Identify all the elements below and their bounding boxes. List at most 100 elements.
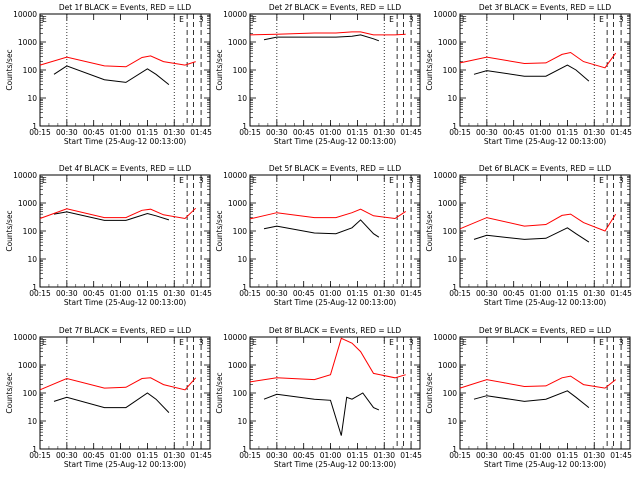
x-tick-label: 01:15 — [137, 128, 159, 137]
series-line-lld — [249, 208, 406, 220]
x-tick-label: 01:30 — [373, 451, 395, 460]
corner-label-right: E — [389, 176, 394, 185]
x-axis-label: Start Time (25-Aug-12 00:13:00) — [274, 137, 396, 146]
x-tick-label: 00:15 — [449, 289, 471, 298]
x-tick-label: 00:45 — [83, 451, 105, 460]
corner-label-left: E — [42, 338, 47, 347]
x-tick-label: 00:45 — [503, 128, 525, 137]
marker-label: 3 — [619, 15, 624, 24]
detector-panel-3: Det 3f BLACK = Events, RED = LLD Counts/s… — [425, 3, 632, 146]
x-tick-label: 00:30 — [476, 128, 498, 137]
series-line-events — [263, 219, 380, 238]
x-tick-label: 01:30 — [583, 289, 605, 298]
series-line-events — [473, 390, 590, 408]
x-tick-label: 01:15 — [557, 451, 579, 460]
y-tick-label: 10 — [237, 417, 247, 426]
y-tick-label: 10000 — [223, 333, 247, 342]
detector-panel-8: Det 8f BLACK = Events, RED = LLD Counts/s… — [215, 326, 422, 469]
y-tick-label: 100 — [23, 66, 38, 75]
x-tick-label: 00:30 — [266, 289, 288, 298]
y-tick-label: 1000 — [18, 199, 37, 208]
y-axis-label: Counts/sec — [215, 210, 224, 251]
x-tick-label: 00:30 — [56, 289, 78, 298]
y-axis-label: Counts/sec — [5, 372, 14, 413]
plot-frame — [249, 336, 421, 450]
x-tick-label: 01:30 — [373, 289, 395, 298]
corner-label-right: E — [179, 176, 184, 185]
y-tick-label: 10 — [447, 417, 457, 426]
panel-title: Det 6f BLACK = Events, RED = LLD — [479, 164, 612, 173]
corner-label-right: E — [599, 176, 604, 185]
y-tick-label: 1000 — [438, 38, 457, 47]
x-tick-label: 01:00 — [320, 289, 342, 298]
x-tick-label: 00:30 — [476, 451, 498, 460]
y-tick-label: 100 — [233, 389, 248, 398]
panel-title: Det 7f BLACK = Events, RED = LLD — [59, 326, 192, 335]
marker-label: 3 — [199, 176, 204, 185]
x-tick-label: 01:15 — [347, 128, 369, 137]
corner-label-right: E — [389, 338, 394, 347]
x-tick-label: 01:45 — [400, 451, 422, 460]
panel-title: Det 9f BLACK = Events, RED = LLD — [479, 326, 612, 335]
x-tick-label: 01:00 — [320, 128, 342, 137]
y-tick-label: 10 — [27, 417, 37, 426]
y-tick-label: 100 — [23, 227, 38, 236]
x-tick-label: 01:45 — [190, 289, 212, 298]
x-axis-label: Start Time (25-Aug-12 00:13:00) — [64, 460, 186, 469]
y-tick-label: 10000 — [223, 10, 247, 19]
y-tick-label: 10000 — [13, 10, 37, 19]
series-line-lld — [459, 375, 617, 389]
y-tick-label: 100 — [23, 389, 38, 398]
y-tick-label: 1 — [452, 283, 457, 292]
x-axis-label: Start Time (25-Aug-12 00:13:00) — [64, 137, 186, 146]
corner-label-left: E — [42, 176, 47, 185]
panel-title: Det 5f BLACK = Events, RED = LLD — [269, 164, 402, 173]
x-tick-label: 00:30 — [266, 128, 288, 137]
y-tick-label: 1 — [32, 283, 37, 292]
corner-label-right: E — [179, 15, 184, 24]
detector-panel-5: Det 5f BLACK = Events, RED = LLD Counts/s… — [215, 164, 422, 307]
x-tick-label: 01:45 — [610, 289, 632, 298]
marker-label: 3 — [619, 338, 624, 347]
corner-label-left: E — [252, 176, 257, 185]
x-tick-label: 00:30 — [56, 451, 78, 460]
x-tick-label: 01:15 — [557, 128, 579, 137]
y-tick-label: 1 — [242, 283, 247, 292]
y-tick-label: 1 — [242, 122, 247, 131]
x-tick-label: 01:15 — [347, 451, 369, 460]
x-tick-label: 01:00 — [530, 289, 552, 298]
series-line-events — [263, 392, 380, 436]
y-tick-label: 1000 — [228, 199, 247, 208]
plot-frame — [249, 174, 421, 288]
y-axis-label: Counts/sec — [215, 49, 224, 90]
x-tick-label: 00:45 — [503, 451, 525, 460]
y-tick-label: 1 — [452, 445, 457, 454]
corner-label-right: E — [389, 15, 394, 24]
series-line-events — [53, 65, 170, 85]
panel-title: Det 1f BLACK = Events, RED = LLD — [59, 3, 192, 12]
series-line-events — [53, 392, 170, 413]
y-tick-label: 1000 — [18, 361, 37, 370]
y-tick-label: 1000 — [228, 361, 247, 370]
corner-label-right: E — [179, 338, 184, 347]
x-tick-label: 00:30 — [476, 289, 498, 298]
detector-panel-9: Det 9f BLACK = Events, RED = LLD Counts/s… — [425, 326, 632, 469]
x-tick-label: 01:30 — [163, 451, 185, 460]
x-tick-label: 01:45 — [400, 128, 422, 137]
y-axis-label: Counts/sec — [215, 372, 224, 413]
plot-frame — [459, 336, 631, 450]
series-line-lld — [39, 207, 197, 220]
x-tick-label: 01:30 — [163, 289, 185, 298]
y-axis-label: Counts/sec — [425, 372, 434, 413]
y-tick-label: 1000 — [18, 38, 37, 47]
series-line-lld — [39, 55, 196, 68]
x-tick-label: 01:30 — [373, 128, 395, 137]
detector-panel-4: Det 4f BLACK = Events, RED = LLD Counts/s… — [5, 164, 212, 307]
x-tick-label: 01:15 — [557, 289, 579, 298]
detector-panel-2: Det 2f BLACK = Events, RED = LLD Counts/s… — [215, 3, 422, 146]
y-tick-label: 100 — [233, 66, 248, 75]
x-tick-label: 01:15 — [137, 451, 159, 460]
x-tick-label: 00:45 — [83, 289, 105, 298]
corner-label-left: E — [252, 338, 257, 347]
y-tick-label: 10000 — [13, 333, 37, 342]
